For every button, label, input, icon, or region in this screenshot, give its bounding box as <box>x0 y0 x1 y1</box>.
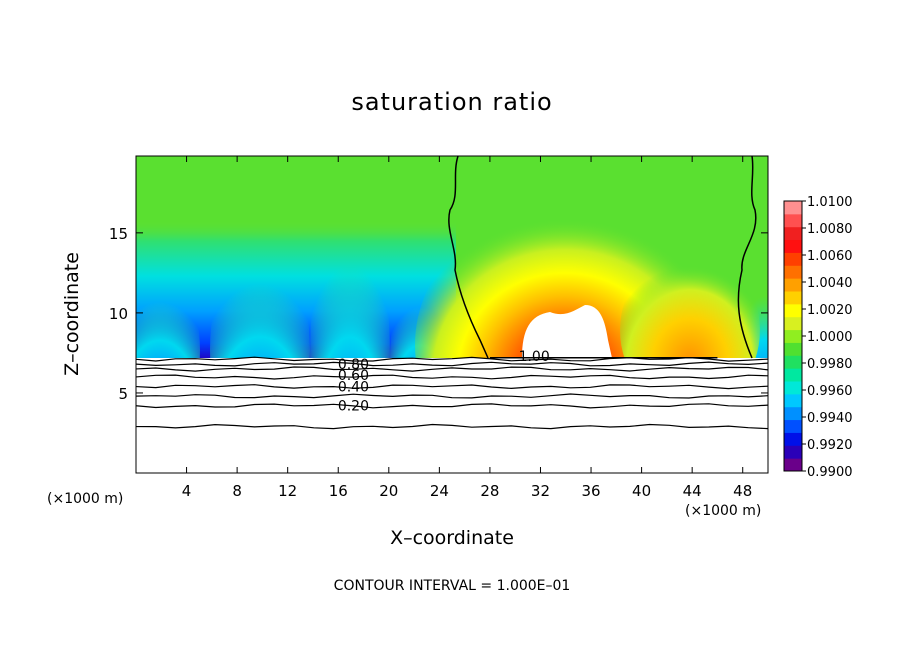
colorbar-swatch <box>784 316 802 331</box>
y-tick-label: 10 <box>109 305 128 323</box>
contour-label: 0.40 <box>338 379 369 395</box>
colorbar-swatch <box>784 265 802 279</box>
colorbar-label: 1.0020 <box>807 303 853 318</box>
x-tick-label: 16 <box>329 482 348 500</box>
colorbar-label: 1.0000 <box>807 330 853 345</box>
x-unit-label-left: (×1000 m) <box>47 491 124 507</box>
x-unit-label-right: (×1000 m) <box>685 503 762 519</box>
colorbar-swatch <box>784 213 802 228</box>
white-core <box>522 305 612 358</box>
heatmap-field <box>136 156 768 473</box>
colorbar-swatch <box>784 432 802 446</box>
y-axis-label: Z–coordinate <box>61 252 83 376</box>
x-tick-label: 4 <box>182 482 192 500</box>
colorbar-swatch <box>784 368 802 382</box>
colorbar-swatch <box>784 278 802 292</box>
colorbar-label: 1.0100 <box>807 195 853 210</box>
colorbar-swatch <box>784 201 802 215</box>
colorbar-swatch <box>784 419 802 433</box>
colorbar-label: 0.9940 <box>807 411 853 426</box>
x-tick-label: 36 <box>581 482 600 500</box>
y-tick-label: 5 <box>118 385 128 403</box>
y-tick-label: 15 <box>109 225 128 243</box>
colorbar-label: 0.9920 <box>807 438 853 453</box>
contour-label: 0.60 <box>338 368 369 384</box>
contour-interval-note: CONTOUR INTERVAL = 1.000E–01 <box>333 578 571 594</box>
x-tick-label: 32 <box>531 482 550 500</box>
contour-1-00-left <box>448 156 489 359</box>
colorbar-label: 0.9900 <box>807 465 853 480</box>
contour-label: 0.20 <box>338 399 369 415</box>
contour-line <box>136 374 768 380</box>
colorbar-label: 1.0060 <box>807 249 853 264</box>
x-tick-label: 28 <box>480 482 499 500</box>
lower-region <box>136 358 768 473</box>
colorbar-label: 1.0080 <box>807 222 853 237</box>
x-tick-label: 12 <box>278 482 297 500</box>
contour-line <box>136 356 768 362</box>
colorbar-swatch <box>784 381 802 395</box>
colorbar-swatch <box>784 406 802 421</box>
x-tick-label: 8 <box>232 482 242 500</box>
colorbar-swatch <box>784 239 802 253</box>
x-tick-label: 48 <box>733 482 752 500</box>
chart-title: saturation ratio <box>351 88 553 116</box>
colorbar-swatch <box>784 226 802 241</box>
contour-1-00-right <box>737 156 757 359</box>
colorbar-label: 1.0040 <box>807 276 853 291</box>
x-tick-label: 20 <box>379 482 398 500</box>
contour-line <box>136 384 768 390</box>
colorbar-swatch <box>784 458 802 472</box>
colorbar-swatch <box>784 329 802 343</box>
contour-label: 1.00 <box>519 349 550 365</box>
contour-line <box>136 393 768 399</box>
colorbar-swatch <box>784 303 802 318</box>
x-tick-label: 44 <box>683 482 702 500</box>
colorbar-label: 0.9960 <box>807 384 853 399</box>
colorbar-label: 0.9980 <box>807 357 853 372</box>
x-tick-label: 40 <box>632 482 651 500</box>
contour-line <box>136 403 768 409</box>
colorbar <box>783 200 803 472</box>
colorbar-swatch <box>784 355 802 369</box>
contour-line <box>136 366 768 372</box>
contour-line <box>136 361 768 367</box>
x-tick-label: 24 <box>430 482 449 500</box>
plot-frame <box>135 155 769 474</box>
colorbar-swatch <box>784 252 802 266</box>
x-axis-label: X–coordinate <box>390 527 514 549</box>
colorbar-swatch <box>784 342 802 356</box>
colorbar-swatch <box>784 291 802 305</box>
colorbar-swatch <box>784 393 802 408</box>
colorbar-swatch <box>784 445 802 459</box>
contour-line <box>136 423 768 430</box>
contour-label: 0.80 <box>338 357 369 373</box>
